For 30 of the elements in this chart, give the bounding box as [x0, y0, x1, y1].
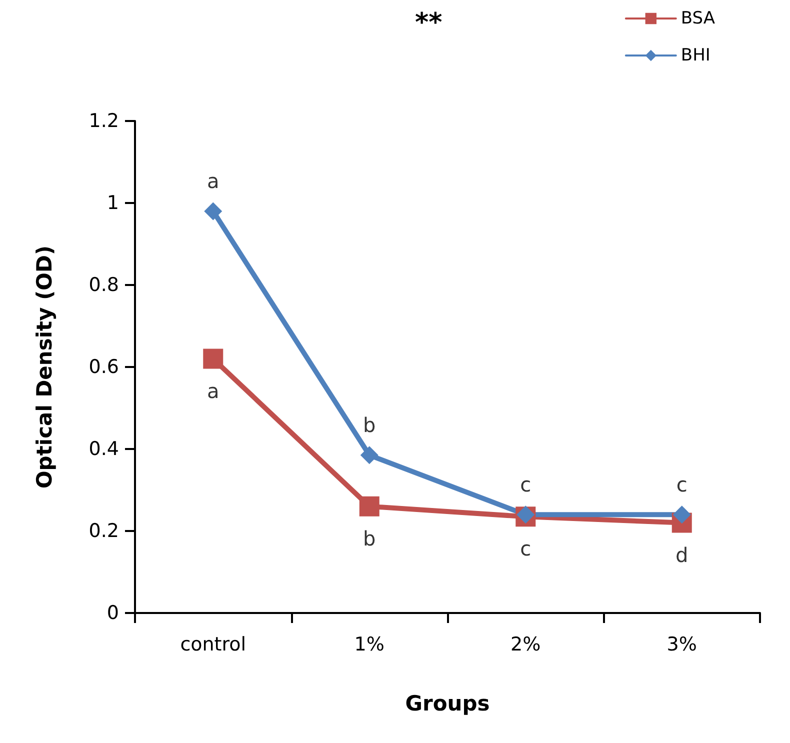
y-tick-label: 0.4	[88, 438, 119, 460]
y-tick-label: 0.8	[88, 274, 119, 296]
annotation: b	[363, 526, 376, 550]
x-axis-title: Groups	[405, 692, 490, 716]
point	[360, 446, 378, 464]
point	[204, 202, 222, 220]
x-tick-label: control	[180, 634, 246, 656]
x-tick-label: 2%	[510, 634, 541, 656]
annotation: c	[520, 472, 532, 497]
annotation: d	[676, 542, 688, 567]
point	[516, 506, 535, 524]
annotation: c	[676, 472, 688, 497]
point	[203, 348, 224, 369]
y-tick-label: 0.2	[88, 520, 119, 542]
point	[359, 496, 380, 516]
y-tick-label: 0.6	[88, 356, 119, 378]
annotation: c	[520, 536, 532, 561]
point	[672, 506, 691, 524]
x-tick-label: 3%	[666, 634, 697, 656]
y-tick-label: 1.2	[88, 110, 119, 132]
y-axis-title: Optical Density (OD)	[32, 245, 56, 489]
legend-label: BSA	[680, 8, 716, 28]
y-tick-label: 0	[106, 602, 119, 624]
annotation: a	[206, 378, 220, 403]
y-tick-label: 1	[106, 192, 119, 214]
annotation: a	[206, 169, 220, 194]
annotation: b	[363, 413, 376, 438]
legend-label: BHI	[680, 46, 710, 66]
x-tick-label: 1%	[354, 634, 384, 656]
text: **	[415, 8, 443, 38]
